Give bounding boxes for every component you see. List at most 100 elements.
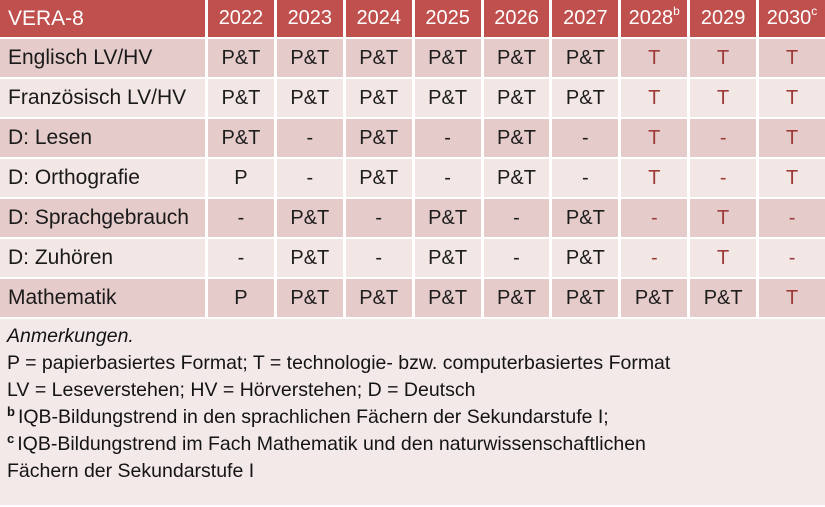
value-cell: - (690, 159, 757, 197)
header-footnote-marker: c (811, 4, 818, 18)
value-cell: P&T (414, 279, 481, 317)
note-c-text: IQB-Bildungstrend im Fach Mathematik und… (7, 433, 646, 482)
note-b-superscript: b (7, 403, 15, 419)
value-cell: P&T (276, 199, 343, 237)
year-label: 2029 (700, 7, 746, 29)
year-label: 2028 (628, 7, 674, 29)
value-cell: P&T (276, 39, 343, 77)
value-cell: - (552, 159, 619, 197)
table-title-cell: VERA-8 (0, 0, 205, 37)
value-cell: P&T (552, 39, 619, 77)
value-cell: P&T (414, 39, 481, 77)
value-cell: P&T (414, 199, 481, 237)
value-cell: T (621, 159, 688, 197)
value-cell: T (621, 119, 688, 157)
note-abbreviations: LV = Leseverstehen; HV = Hörverstehen; D… (7, 379, 476, 401)
year-label: 2022 (218, 7, 264, 29)
year-label: 2026 (494, 7, 539, 29)
note-formats: P = papierbasiertes Format; T = technolo… (7, 352, 671, 374)
value-cell: - (345, 199, 412, 237)
row-label: Englisch LV/HV (0, 39, 205, 77)
year-header-cell: 2022 (208, 0, 274, 37)
row-label: D: Orthografie (0, 159, 205, 197)
row-label: D: Lesen (0, 119, 205, 157)
value-cell: P&T (276, 79, 343, 117)
value-cell: P&T (483, 79, 550, 117)
value-cell: - (483, 199, 550, 237)
value-cell: T (690, 39, 757, 77)
value-cell: P&T (208, 79, 274, 117)
value-cell: P&T (345, 39, 412, 77)
value-cell: P&T (483, 119, 550, 157)
row-label: Französisch LV/HV (0, 79, 205, 117)
year-label: 2023 (287, 7, 333, 29)
value-cell: - (276, 119, 343, 157)
value-cell: - (621, 239, 688, 277)
year-header-cell: 2025 (414, 0, 481, 37)
value-cell: P&T (276, 279, 343, 317)
value-cell: T (759, 159, 825, 197)
value-cell: - (345, 239, 412, 277)
year-header-cell: 2030 c (759, 0, 825, 37)
value-cell: P&T (414, 79, 481, 117)
value-cell: P&T (345, 119, 412, 157)
value-cell: P&T (276, 239, 343, 277)
year-header-cell: 2023 (276, 0, 343, 37)
value-cell: P&T (345, 79, 412, 117)
year-header-cell: 2024 (345, 0, 412, 37)
value-cell: T (759, 79, 825, 117)
value-cell: - (208, 239, 274, 277)
value-cell: P&T (414, 239, 481, 277)
value-cell: - (208, 199, 274, 237)
year-label: 2025 (425, 7, 470, 29)
value-cell: P&T (345, 279, 412, 317)
value-cell: T (690, 239, 757, 277)
year-header-cell: 2028 b (621, 0, 688, 37)
table-notes: Anmerkungen. P = papierbasiertes Format;… (0, 319, 825, 505)
year-header-cell: 2029 (690, 0, 757, 37)
value-cell: T (759, 39, 825, 77)
value-cell: T (690, 199, 757, 237)
note-c-superscript: c (7, 430, 15, 446)
value-cell: P (208, 159, 274, 197)
value-cell: - (690, 119, 757, 157)
row-label: Mathematik (0, 279, 205, 317)
note-c: c IQB-Bildungstrend im Fach Mathematik un… (7, 431, 815, 485)
year-label: 2030 (766, 7, 812, 29)
row-label: D: Zuhören (0, 239, 205, 277)
header-footnote-marker: b (673, 4, 680, 18)
year-label: 2027 (563, 7, 608, 29)
value-cell: P&T (690, 279, 757, 317)
value-cell: - (414, 119, 481, 157)
value-cell: - (621, 199, 688, 237)
value-cell: P&T (208, 119, 274, 157)
value-cell: - (759, 239, 825, 277)
value-cell: T (690, 79, 757, 117)
value-cell: P&T (552, 199, 619, 237)
value-cell: T (759, 279, 825, 317)
value-cell: T (621, 39, 688, 77)
vera-table: VERA-8 2022 2023 2024 2025 2026 2027 2028 b 2029 2… (0, 0, 825, 317)
value-cell: P&T (621, 279, 688, 317)
value-cell: P&T (483, 279, 550, 317)
value-cell: P&T (483, 39, 550, 77)
value-cell: - (483, 239, 550, 277)
value-cell: - (552, 119, 619, 157)
value-cell: T (759, 119, 825, 157)
value-cell: - (276, 159, 343, 197)
value-cell: P&T (345, 159, 412, 197)
year-label: 2024 (356, 7, 401, 29)
notes-heading: Anmerkungen. (7, 325, 134, 347)
value-cell: P (208, 279, 274, 317)
value-cell: - (759, 199, 825, 237)
value-cell: T (621, 79, 688, 117)
note-b-text: IQB-Bildungstrend in den sprachlichen Fä… (17, 406, 609, 428)
row-label: D: Sprachgebrauch (0, 199, 205, 237)
value-cell: P&T (208, 39, 274, 77)
value-cell: - (414, 159, 481, 197)
year-header-cell: 2027 (552, 0, 619, 37)
value-cell: P&T (552, 279, 619, 317)
value-cell: P&T (552, 239, 619, 277)
value-cell: P&T (483, 159, 550, 197)
